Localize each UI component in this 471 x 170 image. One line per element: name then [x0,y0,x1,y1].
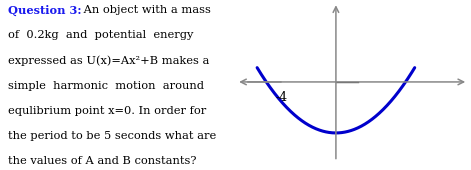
Text: the period to be 5 seconds what are: the period to be 5 seconds what are [8,131,216,141]
Text: An object with a mass: An object with a mass [80,5,211,15]
Text: equlibrium point x=0. In order for: equlibrium point x=0. In order for [8,106,206,116]
Text: Question 3:: Question 3: [8,5,81,16]
Text: expressed as U(x)=Ax²+B makes a: expressed as U(x)=Ax²+B makes a [8,55,209,66]
Text: the values of A and B constants?: the values of A and B constants? [8,156,196,166]
Text: of  0.2kg  and  potential  energy: of 0.2kg and potential energy [8,30,193,40]
Text: -4: -4 [275,91,287,104]
Text: simple  harmonic  motion  around: simple harmonic motion around [8,81,203,91]
